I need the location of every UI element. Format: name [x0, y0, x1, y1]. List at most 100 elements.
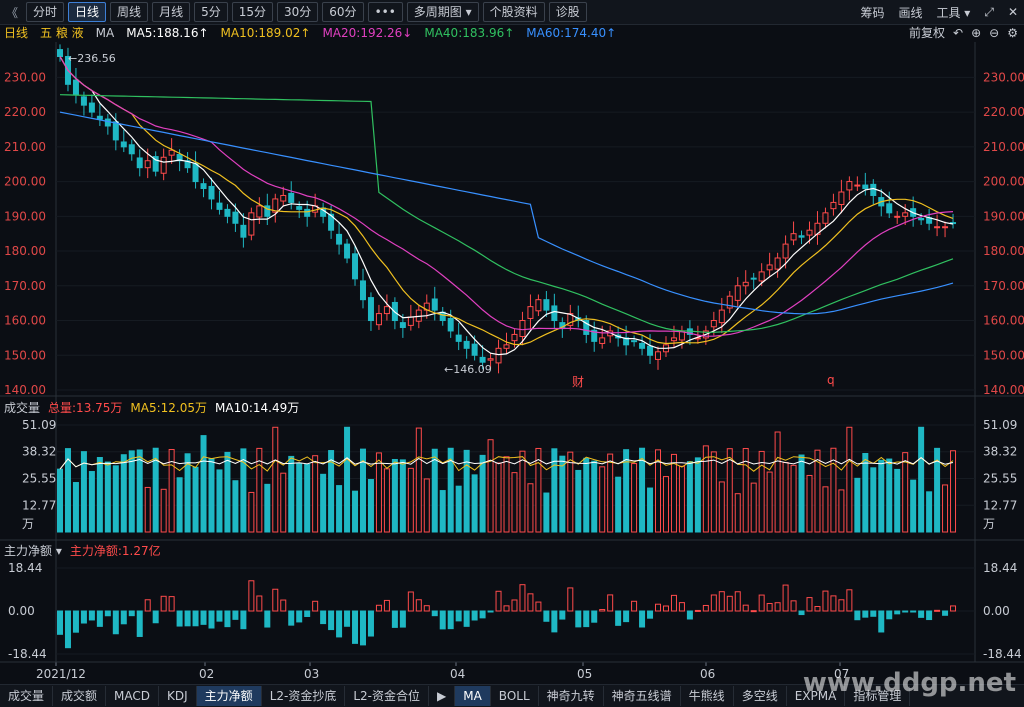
indicator-tab-3[interactable]: KDJ: [159, 686, 197, 706]
flow-bar-16: [184, 610, 191, 627]
indicator-tab-6[interactable]: L2-资金合位: [345, 686, 429, 706]
flow-value: 主力净额:1.27亿: [69, 544, 161, 558]
volume-bar-11: [144, 486, 151, 533]
flow-bar-91: [782, 584, 789, 612]
indicator-tab-0[interactable]: 成交量: [0, 686, 54, 706]
high-label: ←236.56: [68, 52, 116, 65]
indicator-tab-8[interactable]: MA: [455, 686, 491, 706]
volume-bar-77: [670, 453, 677, 533]
vol-tick-left-3: 12.77: [22, 498, 56, 512]
zoom-out-icon[interactable]: ⊖: [989, 26, 1000, 40]
event-marker-2: q: [827, 373, 835, 387]
toolbar-right-0[interactable]: 筹码: [860, 5, 885, 20]
flow-title[interactable]: 主力净额 ▾: [4, 544, 62, 558]
toolbar-btn-4[interactable]: 5分: [194, 2, 228, 22]
toolbar-btn-1[interactable]: 日线: [68, 2, 107, 22]
toolbar-btn-0[interactable]: 分时: [26, 2, 65, 22]
volume-bar-17: [192, 466, 199, 533]
candle-body-91: [782, 243, 789, 259]
volume-bar-1: [64, 448, 71, 533]
volume-bar-87: [750, 482, 757, 533]
adjust-select[interactable]: 前复权: [909, 26, 946, 40]
toolbar-btn-9[interactable]: 多周期图 ▾: [406, 2, 479, 22]
toolbar-btn-8[interactable]: •••: [367, 2, 403, 22]
candle-body-82: [710, 320, 717, 328]
ma40-value: MA40:183.96↑: [424, 26, 515, 40]
ma40-line: [59, 94, 954, 333]
candle-body-39: [367, 297, 374, 322]
price-tick-left-2: 210.00: [4, 140, 46, 154]
candle-body-64: [567, 313, 574, 326]
toolbar-right-4[interactable]: ✕: [1007, 5, 1018, 19]
price-tick-right-0: 230.00: [983, 70, 1024, 84]
indicator-tab-10[interactable]: 神奇九转: [539, 686, 604, 706]
flow-bar-108: [918, 610, 925, 618]
kline-chart[interactable]: 230.00 230.00 220.00 220.00 210.00 210.00 200.…: [0, 0, 1024, 684]
candle-body-30: [296, 206, 303, 210]
back-icon[interactable]: 《: [6, 5, 19, 20]
candle-body-16: [184, 160, 191, 169]
candle-body-93: [798, 235, 805, 238]
candle-body-18: [200, 183, 207, 190]
price-tick-left-1: 220.00: [4, 105, 46, 119]
candle-body-92: [790, 233, 797, 241]
toolbar-right-1[interactable]: 画线: [898, 5, 923, 20]
indicator-tab-14[interactable]: EXPMA: [787, 686, 846, 706]
volume-ma5: MA5:12.05万: [130, 401, 208, 415]
toolbar-btn-11[interactable]: 诊股: [548, 2, 587, 22]
candle-body-44: [407, 316, 414, 326]
indicator-tab-15[interactable]: 指标管理: [845, 686, 911, 706]
flow-bar-46: [423, 605, 430, 612]
indicator-tab-4[interactable]: 主力净额: [196, 686, 262, 706]
volume-bar-4: [88, 471, 95, 533]
volume-title[interactable]: 成交量: [4, 401, 41, 415]
indicator-tab-7[interactable]: ▶: [429, 686, 456, 706]
indicator-tab-12[interactable]: 牛熊线: [681, 686, 734, 706]
low-label: ←146.09: [444, 363, 492, 376]
ma20-value: MA20:192.26↓: [322, 26, 413, 40]
volume-bar-88: [758, 450, 765, 533]
volume-bar-51: [463, 449, 470, 533]
candle-body-88: [758, 271, 765, 282]
toolbar-btn-2[interactable]: 周线: [110, 2, 149, 22]
zoom-in-icon[interactable]: ⊕: [971, 26, 982, 40]
flow-bar-101: [862, 610, 869, 618]
flow-bar-70: [615, 610, 622, 626]
flow-bar-33: [320, 610, 327, 625]
toolbar-btn-7[interactable]: 60分: [322, 2, 364, 22]
indicator-tab-1[interactable]: 成交额: [53, 686, 107, 706]
volume-bar-41: [383, 468, 390, 533]
candle-body-68: [599, 337, 606, 344]
flow-bar-74: [647, 610, 654, 619]
volume-bar-109: [926, 491, 933, 533]
indicator-tab-2[interactable]: MACD: [106, 686, 160, 706]
volume-bar-42: [391, 458, 398, 533]
volume-bar-55: [495, 462, 502, 533]
settings-icon[interactable]: ⚙: [1007, 26, 1018, 40]
price-tick-left-8: 150.00: [4, 348, 46, 362]
toolbar-right-2[interactable]: 工具 ▾: [936, 5, 971, 20]
indicator-tab-9[interactable]: BOLL: [491, 686, 539, 706]
toolbar-btn-3[interactable]: 月线: [152, 2, 191, 22]
volume-bar-15: [176, 477, 183, 533]
volume-bar-60: [535, 447, 542, 533]
candle-body-87: [750, 277, 757, 280]
flow-bar-106: [902, 610, 909, 613]
toolbar-btn-10[interactable]: 个股资料: [482, 2, 545, 22]
indicator-tab-13[interactable]: 多空线: [734, 686, 787, 706]
indicator-tab-11[interactable]: 神奇五线谱: [604, 686, 681, 706]
volume-bar-66: [583, 457, 590, 533]
flow-bar-44: [407, 591, 414, 612]
indicator-tab-5[interactable]: L2-资金抄底: [262, 686, 346, 706]
flow-bar-17: [192, 610, 199, 627]
flow-bar-64: [567, 587, 574, 612]
price-tick-left-4: 190.00: [4, 209, 46, 223]
toolbar-btn-5[interactable]: 15分: [231, 2, 273, 22]
toolbar-btn-6[interactable]: 30分: [277, 2, 319, 22]
volume-bar-65: [575, 469, 582, 533]
indicator-name[interactable]: MA: [95, 26, 115, 40]
undo-icon[interactable]: ↶: [953, 26, 964, 40]
flow-bar-71: [623, 610, 630, 623]
toolbar-right-3[interactable]: ⤢: [984, 4, 994, 19]
flow-bar-60: [535, 601, 542, 612]
